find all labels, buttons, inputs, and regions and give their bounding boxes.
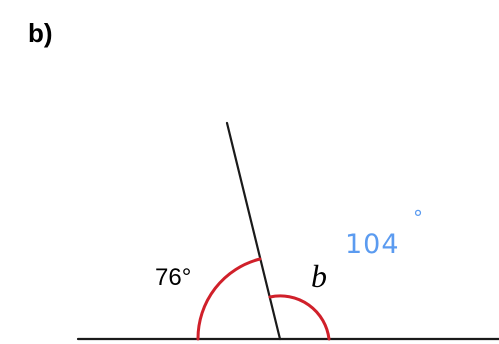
handwritten-degree-symbol: ° xyxy=(413,206,424,230)
angle-b-arc xyxy=(268,294,331,341)
angle-76-label: 76° xyxy=(155,264,191,291)
handwritten-answer: 104 xyxy=(345,229,400,260)
angle-76-arc xyxy=(196,257,262,341)
transversal-line xyxy=(225,121,282,341)
angle-b-label: b xyxy=(311,258,327,294)
part-label: b) xyxy=(28,18,53,48)
